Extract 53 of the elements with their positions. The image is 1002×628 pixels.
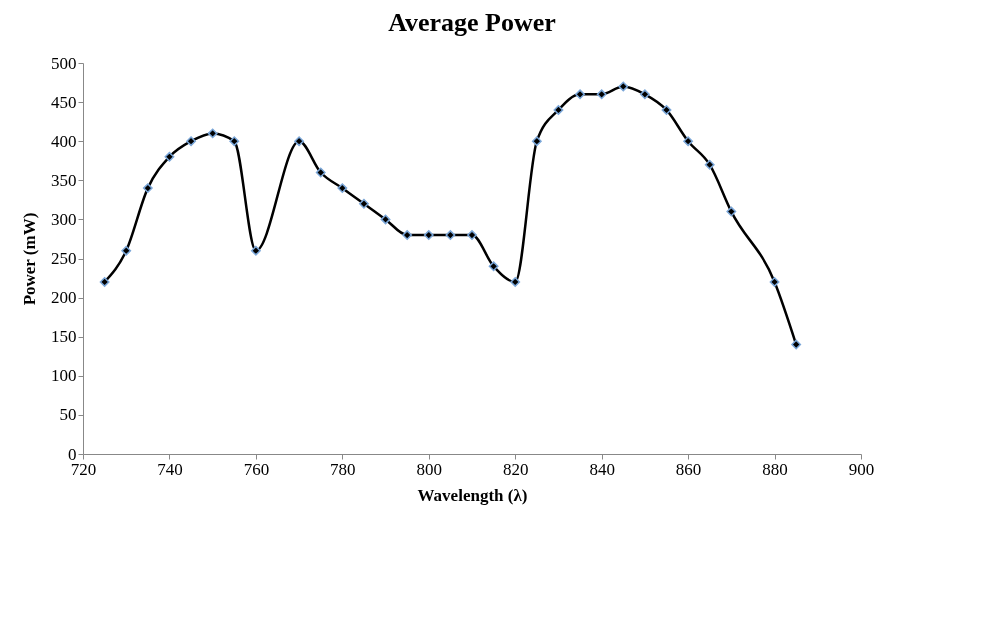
point	[423, 230, 434, 240]
point	[99, 277, 110, 287]
point	[661, 104, 672, 115]
point	[380, 214, 391, 225]
y-tick-label: 350	[51, 170, 77, 190]
x-tick-label: 760	[243, 459, 270, 479]
point	[575, 89, 585, 100]
point	[531, 136, 542, 147]
y-tick-label: 500	[51, 53, 77, 73]
point	[207, 128, 218, 139]
y-tick-label: 200	[51, 288, 77, 308]
point	[359, 198, 369, 209]
y-tick-label: 300	[51, 209, 77, 229]
point	[294, 136, 305, 147]
y-tick-label: 250	[51, 249, 77, 268]
point	[791, 339, 802, 350]
point	[639, 89, 650, 100]
y-tick-label: 50	[59, 405, 77, 425]
point	[164, 151, 175, 162]
x-tick-label: 900	[848, 459, 875, 479]
y-tick-label: 150	[51, 327, 77, 347]
point	[704, 159, 715, 170]
point	[488, 261, 499, 272]
point	[510, 277, 521, 287]
y-tick-label: 450	[51, 92, 77, 112]
point	[142, 183, 153, 194]
point	[467, 230, 477, 240]
point	[683, 136, 694, 147]
x-tick-label: 780	[330, 459, 356, 479]
y-tick-label: 100	[51, 366, 77, 386]
x-tick-label: 880	[762, 459, 788, 479]
point	[726, 206, 737, 217]
x-tick-label: 860	[675, 459, 702, 479]
point	[315, 167, 326, 178]
x-tick-label: 840	[589, 459, 615, 479]
point	[618, 81, 629, 92]
x-axis-title: Wavelength (λ)	[417, 485, 528, 505]
chart-title: Average Power	[388, 8, 556, 37]
point	[250, 245, 261, 256]
point	[337, 183, 348, 194]
point	[553, 104, 564, 115]
point	[402, 230, 413, 240]
y-tick-label: 400	[51, 131, 77, 151]
point	[229, 136, 240, 147]
y-axis-title: Power (mW)	[20, 212, 39, 306]
point	[769, 277, 780, 287]
point	[121, 245, 132, 256]
point	[186, 136, 196, 147]
point	[445, 230, 456, 240]
point	[596, 89, 607, 100]
x-tick-label: 820	[502, 459, 529, 479]
x-tick-label: 800	[416, 459, 443, 479]
x-tick-label: 740	[157, 459, 183, 479]
